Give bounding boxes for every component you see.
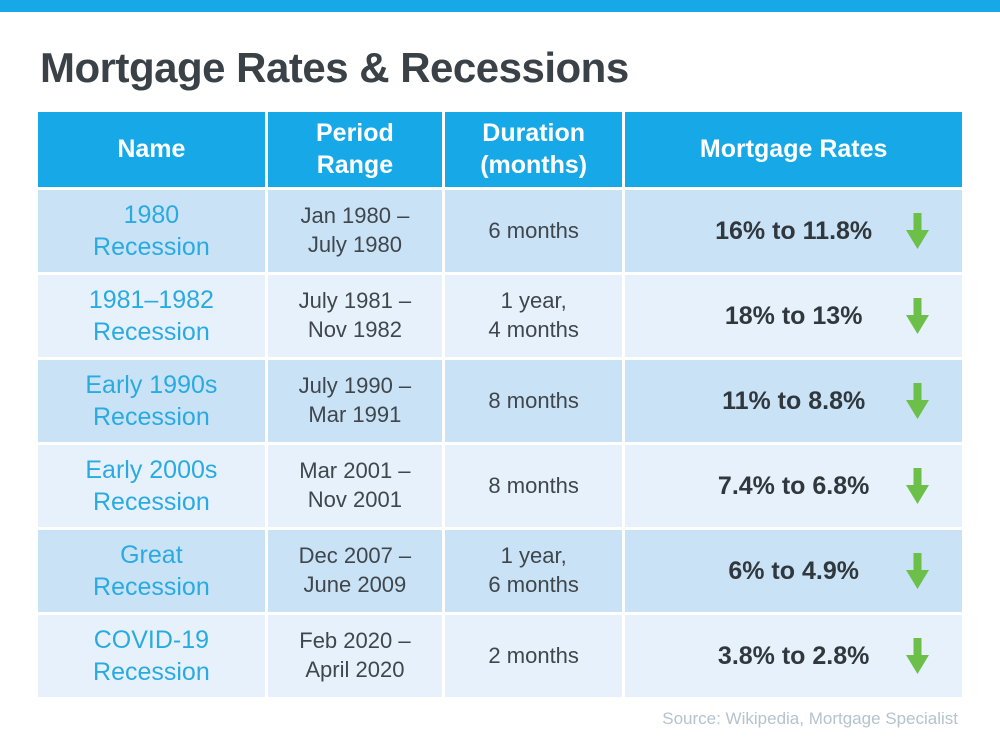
table-row-rates: 7.4% to 6.8% [625, 445, 962, 527]
down-arrow-icon [906, 638, 929, 674]
table-row-period: Dec 2007 – June 2009 [267, 530, 443, 612]
table-row-name: Early 2000s Recession [38, 445, 265, 527]
table-row-rates: 16% to 11.8% [625, 190, 962, 272]
source-attribution: Source: Wikipedia, Mortgage Specialist [662, 709, 958, 728]
rates-value: 7.4% to 6.8% [717, 471, 870, 500]
table-row-rates: 3.8% to 2.8% [625, 615, 962, 697]
table-row-period: Jan 1980 – July 1980 [267, 190, 443, 272]
down-arrow-icon [906, 553, 929, 589]
table-row-period: July 1981 – Nov 1982 [267, 275, 443, 357]
top-accent-bar [0, 0, 1000, 12]
table-row-rates: 18% to 13% [625, 275, 962, 357]
down-arrow-icon [906, 298, 929, 334]
table-row-rates: 6% to 4.9% [625, 530, 962, 612]
table-row-duration: 8 months [445, 360, 623, 442]
rates-value: 18% to 13% [724, 301, 863, 330]
table-row-rates: 11% to 8.8% [625, 360, 962, 442]
table-row-name: Great Recession [38, 530, 265, 612]
column-header-period-range: Period Range [267, 112, 443, 187]
recessions-table: Name Period Range Duration (months) Mort… [38, 112, 962, 697]
rates-value: 6% to 4.9% [728, 556, 859, 585]
column-header-name: Name [38, 112, 265, 187]
rates-value: 3.8% to 2.8% [717, 641, 870, 670]
column-header-mortgage-rates: Mortgage Rates [625, 112, 962, 187]
down-arrow-icon [906, 213, 929, 249]
down-arrow-icon [906, 383, 929, 419]
rates-value: 11% to 8.8% [722, 386, 866, 415]
table-row-period: July 1990 – Mar 1991 [267, 360, 443, 442]
table-row-duration: 1 year, 4 months [445, 275, 623, 357]
table-row-duration: 2 months [445, 615, 623, 697]
table-row-name: COVID-19 Recession [38, 615, 265, 697]
table-row-name: 1980 Recession [38, 190, 265, 272]
down-arrow-icon [906, 468, 929, 504]
table-row-name: 1981–1982 Recession [38, 275, 265, 357]
rates-value: 16% to 11.8% [715, 216, 873, 245]
table-row-duration: 6 months [445, 190, 623, 272]
table-row-duration: 1 year, 6 months [445, 530, 623, 612]
table-row-period: Feb 2020 – April 2020 [267, 615, 443, 697]
column-header-duration: Duration (months) [445, 112, 623, 187]
table-row-period: Mar 2001 – Nov 2001 [267, 445, 443, 527]
page-title: Mortgage Rates & Recessions [40, 44, 629, 91]
table-row-name: Early 1990s Recession [38, 360, 265, 442]
table-row-duration: 8 months [445, 445, 623, 527]
